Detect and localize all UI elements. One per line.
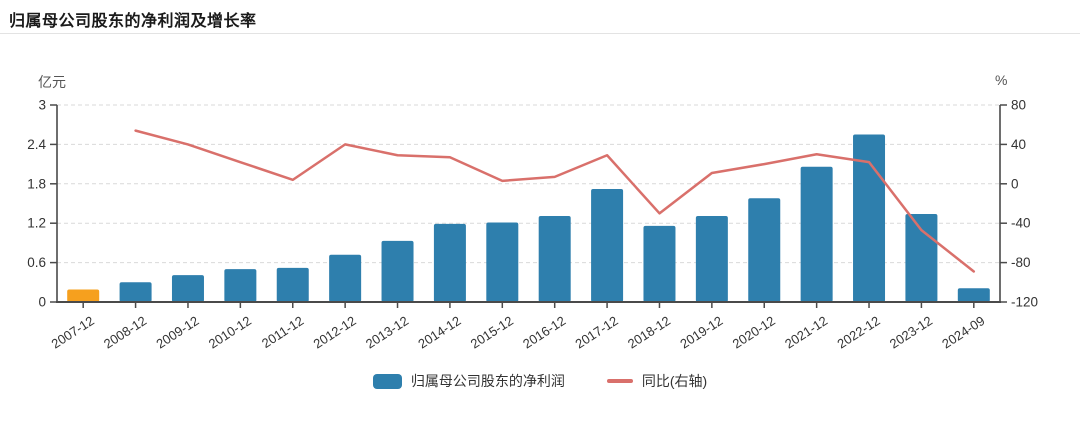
bar-2016-12[interactable] xyxy=(538,215,571,302)
bar-2014-12[interactable] xyxy=(433,223,466,302)
right-axis-tick-label: 80 xyxy=(1011,98,1026,113)
left-axis-tick-label: 1.8 xyxy=(27,176,46,191)
bar-2022-12[interactable] xyxy=(853,134,886,302)
chart-header: 归属母公司股东的净利润及增长率 xyxy=(0,0,1080,34)
x-axis-label-2017-12: 2017-12 xyxy=(573,313,621,352)
x-axis-label-2008-12: 2008-12 xyxy=(101,313,149,352)
x-axis-label-2016-12: 2016-12 xyxy=(520,313,568,352)
right-axis-tick-label: -120 xyxy=(1011,295,1038,310)
x-axis-label-2023-12: 2023-12 xyxy=(887,313,935,352)
line-series-swatch-icon xyxy=(606,379,633,383)
bar-series-swatch-icon xyxy=(372,373,402,389)
legend-item-net-profit[interactable]: 归属母公司股东的净利润 xyxy=(372,371,565,391)
bar-2009-12[interactable] xyxy=(171,275,204,302)
x-axis-label-2012-12: 2012-12 xyxy=(311,313,359,352)
x-axis-label-2024-09: 2024-09 xyxy=(939,313,987,352)
left-axis-tick-label: 2.4 xyxy=(27,137,46,152)
yoy-growth-line xyxy=(134,129,976,273)
right-axis-tick-label: 0 xyxy=(1011,176,1019,191)
bar-2011-12[interactable] xyxy=(276,267,309,302)
bar-2012-12[interactable] xyxy=(329,254,362,302)
chart-title: 归属母公司股东的净利润及增长率 xyxy=(9,13,257,30)
bar-2015-12[interactable] xyxy=(486,222,519,302)
legend-label-yoy: 同比(右轴) xyxy=(641,373,708,389)
bar-2010-12[interactable] xyxy=(224,269,257,302)
x-axis-label-2015-12: 2015-12 xyxy=(468,313,516,352)
right-axis-tick-label: -80 xyxy=(1011,255,1031,270)
x-axis-label-2020-12: 2020-12 xyxy=(730,313,778,352)
bar-2024-09[interactable] xyxy=(957,288,990,302)
x-axis-label-2011-12: 2011-12 xyxy=(259,313,306,351)
bar-2017-12[interactable] xyxy=(591,189,624,302)
right-axis-tick-label: 40 xyxy=(1011,137,1026,152)
bar-2013-12[interactable] xyxy=(381,240,414,302)
x-axis-label-2021-12: 2021-12 xyxy=(782,313,830,352)
bar-2023-12[interactable] xyxy=(905,214,938,302)
x-axis-label-2014-12: 2014-12 xyxy=(415,313,463,352)
right-axis-unit-label: % xyxy=(995,72,1008,88)
bar-2007-12[interactable] xyxy=(67,289,100,302)
left-axis-tick-label: 1.2 xyxy=(27,216,46,231)
bar-2018-12[interactable] xyxy=(643,225,676,302)
x-axis-label-2010-12: 2010-12 xyxy=(206,313,254,352)
right-axis-tick-label: -40 xyxy=(1011,216,1031,231)
x-axis-label-2019-12: 2019-12 xyxy=(677,313,725,352)
x-axis-label-2013-12: 2013-12 xyxy=(363,313,411,352)
chart-area: 亿元 % 0 0.6 1.2 1.8 2.4 3 -120 -80 -40 0 40 80 2007-1… xyxy=(0,34,1080,423)
legend-label-net-profit: 归属母公司股东的净利润 xyxy=(410,373,565,389)
bar-2020-12[interactable] xyxy=(748,198,781,302)
bar-2021-12[interactable] xyxy=(800,166,833,302)
profit-growth-chart: 0 0.6 1.2 1.8 2.4 3 -120 -80 -40 0 40 80 2007-12 2008… xyxy=(27,98,1038,352)
left-axis-unit-label: 亿元 xyxy=(38,74,66,90)
left-axis-tick-label: 0 xyxy=(38,295,46,310)
bar-2008-12[interactable] xyxy=(119,282,152,302)
left-axis-tick-label: 3 xyxy=(38,98,46,113)
x-axis-label-2007-12: 2007-12 xyxy=(49,313,97,352)
chart-legend: 归属母公司股东的净利润 同比(右轴) xyxy=(0,371,1080,391)
x-axis-label-2022-12: 2022-12 xyxy=(834,313,882,352)
left-axis-tick-label: 0.6 xyxy=(27,255,46,270)
x-axis-label-2009-12: 2009-12 xyxy=(153,313,201,352)
bar-2019-12[interactable] xyxy=(695,215,728,302)
legend-item-yoy[interactable]: 同比(右轴) xyxy=(606,371,708,391)
x-axis-label-2018-12: 2018-12 xyxy=(625,313,673,352)
